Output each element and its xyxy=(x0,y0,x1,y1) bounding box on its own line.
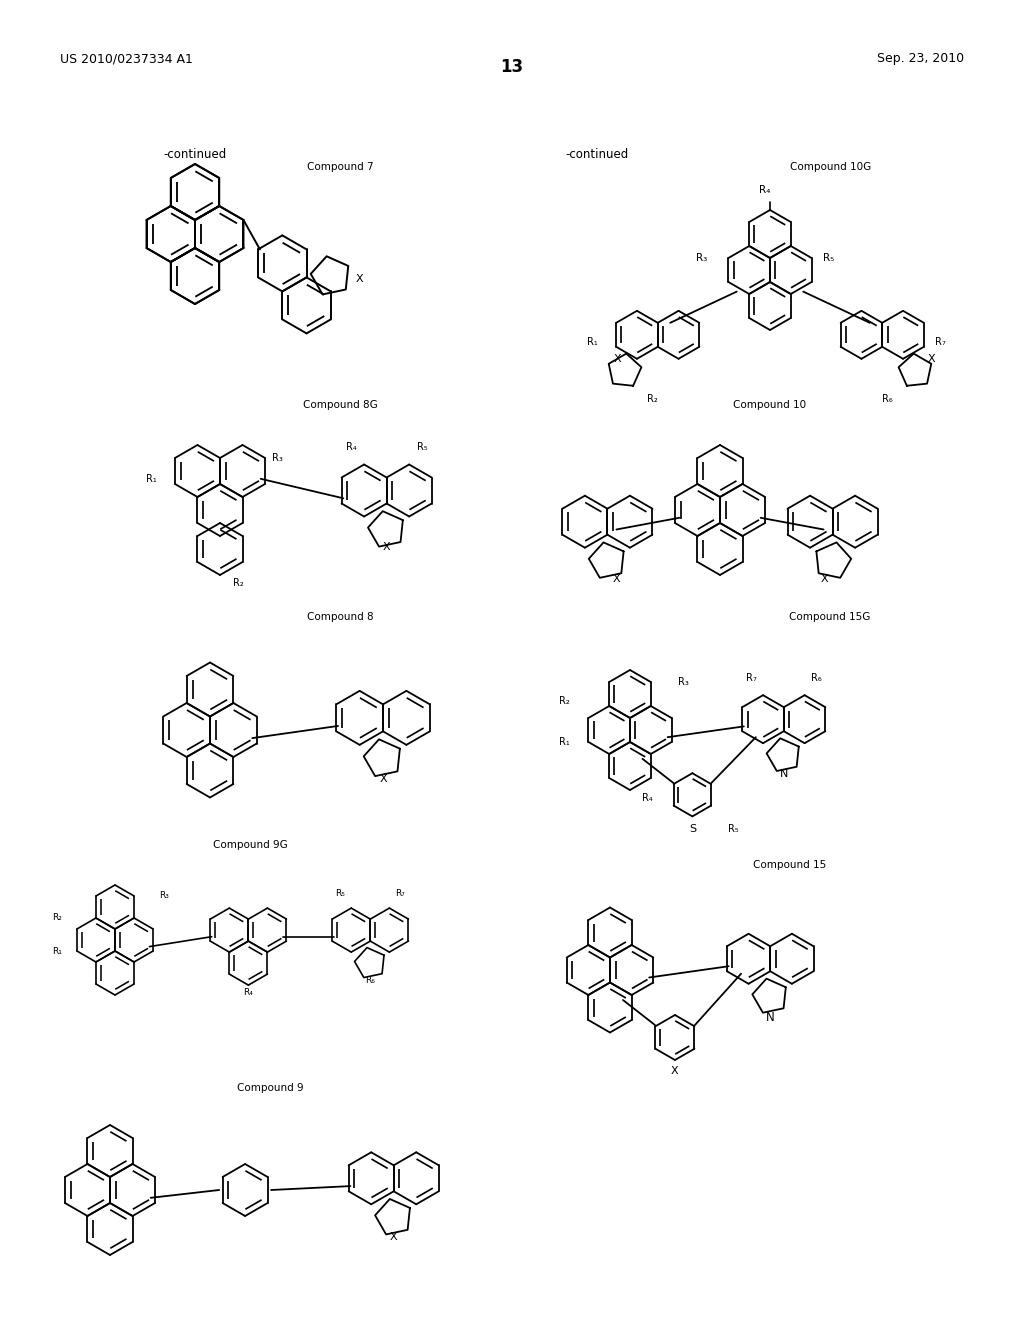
Text: R₅: R₅ xyxy=(823,253,834,263)
Text: Compound 8: Compound 8 xyxy=(306,612,374,622)
Text: Compound 15G: Compound 15G xyxy=(790,612,870,622)
Text: S: S xyxy=(689,825,696,834)
Text: R₃: R₃ xyxy=(678,677,689,686)
Text: R₂: R₂ xyxy=(647,393,658,404)
Text: R₃: R₃ xyxy=(159,891,169,900)
Text: R₆: R₆ xyxy=(882,393,893,404)
Text: Compound 9G: Compound 9G xyxy=(213,840,288,850)
Text: R₇: R₇ xyxy=(395,890,406,898)
Text: R₄: R₄ xyxy=(760,185,771,195)
Text: R₆: R₆ xyxy=(811,673,822,684)
Text: R₄: R₄ xyxy=(346,442,356,453)
Text: R₃: R₃ xyxy=(271,453,283,463)
Text: X: X xyxy=(613,354,622,364)
Text: X: X xyxy=(356,275,364,284)
Text: R₁: R₁ xyxy=(52,946,61,956)
Text: R₁: R₁ xyxy=(145,474,157,484)
Text: R₃: R₃ xyxy=(696,253,708,263)
Text: X: X xyxy=(671,1067,679,1076)
Text: X: X xyxy=(612,574,621,583)
Text: X: X xyxy=(379,774,387,784)
Text: R₆: R₆ xyxy=(366,975,375,985)
Text: Compound 7: Compound 7 xyxy=(306,162,374,172)
Text: Compound 10: Compound 10 xyxy=(733,400,807,411)
Text: R₂: R₂ xyxy=(52,913,61,923)
Text: R₅: R₅ xyxy=(335,890,345,898)
Text: X: X xyxy=(390,1233,397,1242)
Text: X: X xyxy=(928,354,935,364)
Text: R₁: R₁ xyxy=(587,337,598,347)
Text: R₅: R₅ xyxy=(417,442,427,453)
Text: -continued: -continued xyxy=(164,148,226,161)
Text: R₅: R₅ xyxy=(728,824,739,834)
Text: Compound 9: Compound 9 xyxy=(237,1082,303,1093)
Text: R₂: R₂ xyxy=(559,696,570,706)
Text: R₇: R₇ xyxy=(745,673,757,684)
Text: R₄: R₄ xyxy=(244,989,253,997)
Text: N: N xyxy=(779,770,788,779)
Text: Compound 8G: Compound 8G xyxy=(303,400,378,411)
Text: Compound 10G: Compound 10G xyxy=(790,162,871,172)
Text: Sep. 23, 2010: Sep. 23, 2010 xyxy=(877,51,964,65)
Text: R₇: R₇ xyxy=(935,337,946,347)
Text: R₁: R₁ xyxy=(559,737,570,747)
Text: X: X xyxy=(383,543,390,553)
Text: 13: 13 xyxy=(501,58,523,77)
Text: Compound 15: Compound 15 xyxy=(754,861,826,870)
Text: N: N xyxy=(766,1011,774,1024)
Text: R₂: R₂ xyxy=(233,578,244,587)
Text: US 2010/0237334 A1: US 2010/0237334 A1 xyxy=(60,51,193,65)
Text: -continued: -continued xyxy=(565,148,629,161)
Text: X: X xyxy=(820,574,828,583)
Text: R₄: R₄ xyxy=(642,793,652,803)
